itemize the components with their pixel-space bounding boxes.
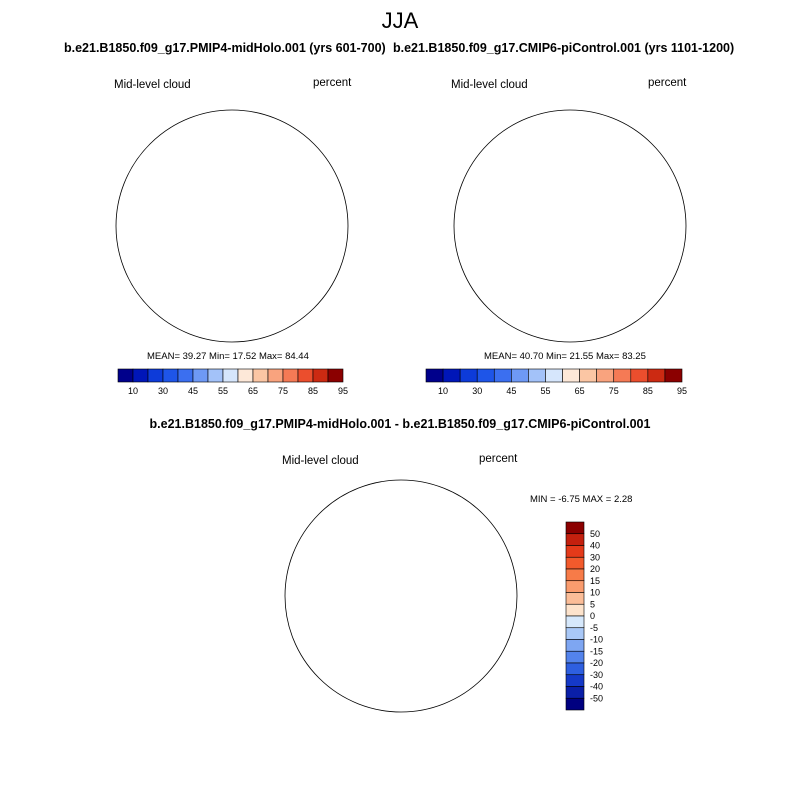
colorbar-tick-label: 30	[472, 386, 482, 396]
colorbar-tick-label: 10	[438, 386, 448, 396]
panel1-colorbar: 10 30 45 55 65 75 85 95	[117, 368, 348, 396]
colorbar-tick-label: -10	[590, 635, 603, 645]
colorbar-tick-label: 65	[248, 386, 258, 396]
panel2-variable-label: Mid-level cloud	[451, 79, 528, 91]
colorbar-swatch	[207, 368, 224, 383]
colorbar-swatch	[327, 368, 344, 383]
panel1-case-title: b.e21.B1850.f09_g17.PMIP4-midHolo.001 (y…	[64, 41, 386, 55]
colorbar-tick-label: 65	[575, 386, 585, 396]
colorbar-tick-label: 20	[590, 564, 600, 574]
colorbar-tick-label: 55	[218, 386, 228, 396]
colorbar-tick-label: 10	[128, 386, 138, 396]
colorbar-swatch	[664, 368, 683, 383]
colorbar-swatch	[297, 368, 314, 383]
panel2-stats: MEAN= 40.70 Min= 21.55 Max= 83.25	[484, 351, 646, 362]
panel2-map	[454, 110, 686, 342]
colorbar-tick-label: -5	[590, 623, 598, 633]
difference-map	[285, 480, 517, 712]
colorbar-swatch	[162, 368, 179, 383]
colorbar-tick-label: 50	[590, 529, 600, 539]
colorbar-swatch	[565, 521, 585, 535]
colorbar-swatch	[132, 368, 149, 383]
panel1-map	[116, 110, 348, 342]
colorbar-tick-label: 45	[506, 386, 516, 396]
colorbar-swatch	[117, 368, 134, 383]
diff-stats: MIN = -6.75 MAX = 2.28	[530, 494, 633, 505]
colorbar-swatch	[565, 592, 585, 605]
colorbar-swatch	[267, 368, 284, 383]
colorbar-swatch	[192, 368, 209, 383]
colorbar-swatch	[222, 368, 239, 383]
colorbar-tick-label: 75	[278, 386, 288, 396]
diff-units-label: percent	[479, 453, 518, 465]
panel1-variable-label: Mid-level cloud	[114, 79, 191, 91]
colorbar-swatch	[565, 580, 585, 593]
colorbar-swatch	[545, 368, 563, 383]
colorbar-swatch	[565, 650, 585, 664]
colorbar-tick-label: -50	[590, 693, 603, 703]
colorbar-swatch	[565, 674, 585, 687]
colorbar-tick-label: 5	[590, 599, 595, 609]
panel2-units-label: percent	[648, 77, 687, 89]
colorbar-tick-label: 30	[158, 386, 168, 396]
colorbar-tick-label: 75	[609, 386, 619, 396]
colorbar-swatch	[459, 368, 478, 383]
colorbar-tick-label: 95	[338, 386, 348, 396]
colorbar-swatch	[565, 697, 585, 711]
colorbar-tick-label: 85	[308, 386, 318, 396]
panel2-colorbar: 10 30 45 55 65 75 85 95	[425, 368, 687, 396]
colorbar-swatch	[147, 368, 164, 383]
colorbar-swatch	[562, 368, 580, 383]
colorbar-tick-label: -40	[590, 682, 603, 692]
colorbar-swatch	[425, 368, 444, 383]
colorbar-tick-label: -20	[590, 658, 603, 668]
colorbar-swatch	[442, 368, 461, 383]
colorbar-swatch	[493, 368, 512, 383]
colorbar-swatch	[579, 368, 597, 383]
colorbar-swatch	[565, 686, 585, 699]
season-title: JJA	[381, 8, 419, 33]
colorbar-swatch	[613, 368, 632, 383]
colorbar-swatch	[565, 639, 585, 652]
colorbar-swatch	[565, 568, 585, 582]
colorbar-tick-label: 30	[590, 552, 600, 562]
panel1-units-label: percent	[313, 77, 352, 89]
colorbar-swatch	[252, 368, 269, 383]
colorbar-swatch	[596, 368, 615, 383]
colorbar-tick-label: 40	[590, 541, 600, 551]
colorbar-swatch	[237, 368, 254, 383]
colorbar-tick-label: 45	[188, 386, 198, 396]
colorbar-tick-label: -15	[590, 646, 603, 656]
colorbar-tick-label: 10	[590, 588, 600, 598]
colorbar-swatch	[177, 368, 194, 383]
colorbar-swatch	[511, 368, 529, 383]
colorbar-swatch	[565, 533, 585, 546]
colorbar-tick-label: -30	[590, 670, 603, 680]
colorbar-swatch	[565, 662, 585, 676]
diff-variable-label: Mid-level cloud	[282, 455, 359, 467]
colorbar-swatch	[476, 368, 495, 383]
colorbar-swatch	[565, 545, 585, 558]
panel2-case-title: b.e21.B1850.f09_g17.CMIP6-piControl.001 …	[393, 41, 735, 55]
colorbar-swatch	[312, 368, 329, 383]
colorbar-swatch	[565, 627, 585, 640]
colorbar-swatch	[528, 368, 546, 383]
colorbar-tick-label: 0	[590, 611, 595, 621]
colorbar-swatch	[565, 603, 585, 617]
colorbar-tick-label: 55	[540, 386, 550, 396]
colorbar-swatch	[647, 368, 666, 383]
panel1-stats: MEAN= 39.27 Min= 17.52 Max= 84.44	[147, 351, 309, 362]
colorbar-swatch	[282, 368, 299, 383]
colorbar-swatch	[565, 615, 585, 629]
colorbar-swatch	[565, 556, 585, 570]
difference-title: b.e21.B1850.f09_g17.PMIP4-midHolo.001 - …	[149, 417, 651, 431]
colorbar-tick-label: 95	[677, 386, 687, 396]
colorbar-swatch	[630, 368, 649, 383]
colorbar-tick-label: 15	[590, 576, 600, 586]
colorbar-tick-label: 85	[643, 386, 653, 396]
